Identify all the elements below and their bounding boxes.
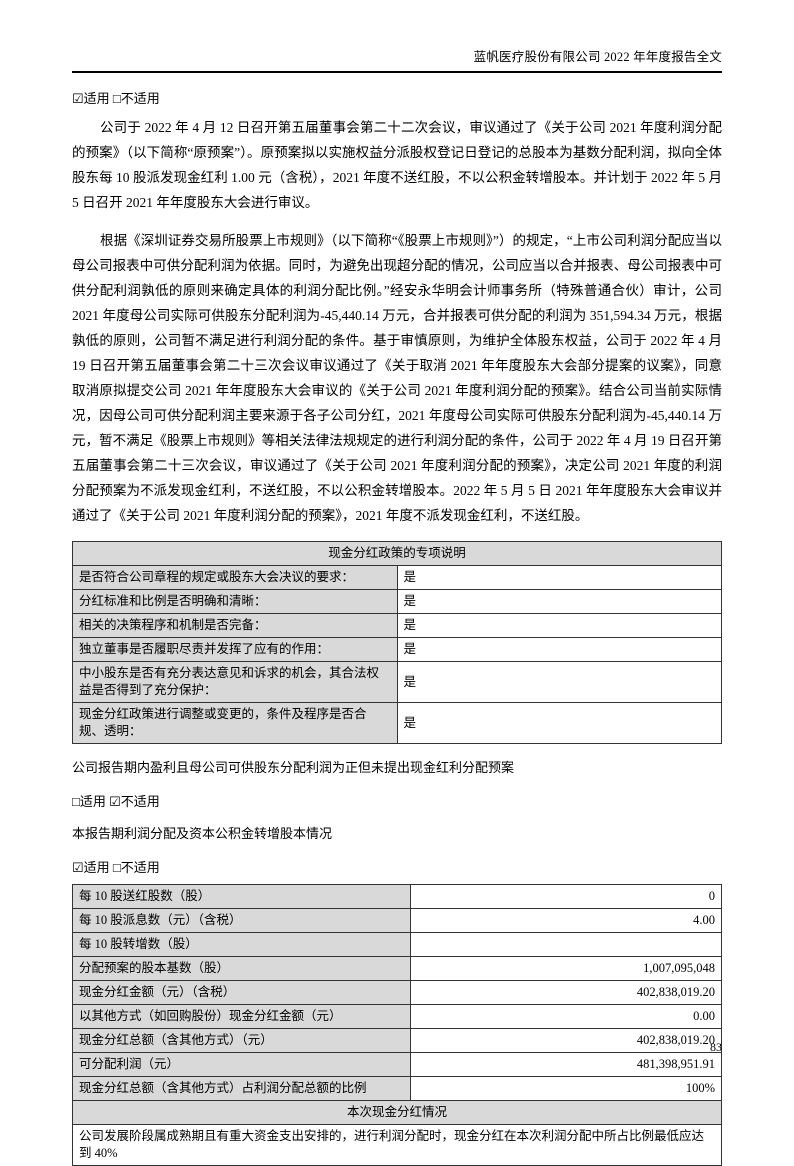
dist-row-value: 402,838,019.20 xyxy=(409,1028,722,1053)
applicability-line-1: ☑适用 □不适用 xyxy=(72,91,160,106)
paragraph-original-plan: 公司于 2022 年 4 月 12 日召开第五届董事会第二十二次会议，审议通过了… xyxy=(72,120,722,210)
applicability-line-3: ☑适用 □不适用 xyxy=(72,860,160,875)
table-row: 每 10 股转增数（股） xyxy=(72,932,722,957)
dist-row-value xyxy=(409,932,722,957)
policy-row-label: 分红标准和比例是否明确和清晰： xyxy=(72,589,398,614)
table-row: 现金分红总额（含其他方式）占利润分配总额的比例 100% xyxy=(72,1076,722,1101)
dist-row-label: 以其他方式（如回购股份）现金分红金额（元） xyxy=(72,1004,411,1029)
policy-row-value: 是 xyxy=(396,661,722,703)
table-row: 可分配利润（元） 481,398,951.91 xyxy=(72,1052,722,1077)
table-row: 分红标准和比例是否明确和清晰： 是 xyxy=(72,589,722,614)
dist-row-label: 现金分红总额（含其他方式）（元） xyxy=(72,1028,411,1053)
table-row: 每 10 股派息数（元）（含税） 4.00 xyxy=(72,908,722,933)
dist-section-note: 公司发展阶段属成熟期且有重大资金支出安排的，进行利润分配时，现金分红在本次利润分… xyxy=(72,1124,722,1166)
applicability-line-2: □适用 ☑不适用 xyxy=(72,794,160,809)
dist-row-value: 100% xyxy=(409,1076,722,1101)
dist-row-value: 481,398,951.91 xyxy=(409,1052,722,1077)
policy-row-label: 是否符合公司章程的规定或股东大会决议的要求： xyxy=(72,565,398,590)
dist-row-label: 现金分红总额（含其他方式）占利润分配总额的比例 xyxy=(72,1076,411,1101)
policy-row-value: 是 xyxy=(396,565,722,590)
table-row: 分配预案的股本基数（股） 1,007,095,048 xyxy=(72,956,722,981)
table-row: 现金分红总额（含其他方式）（元） 402,838,019.20 xyxy=(72,1028,722,1053)
dist-row-value: 1,007,095,048 xyxy=(409,956,722,981)
cash-dividend-policy-table: 现金分红政策的专项说明 是否符合公司章程的规定或股东大会决议的要求： 是 分红标… xyxy=(72,541,722,744)
dist-row-label: 每 10 股转增数（股） xyxy=(72,932,411,957)
paragraph-listing-rules: 根据《深圳证券交易所股票上市规则》（以下简称“《股票上市规则》”）的规定，“上市… xyxy=(72,233,722,523)
policy-row-label: 中小股东是否有充分表达意见和诉求的机会，其合法权益是否得到了充分保护： xyxy=(72,661,398,703)
dist-row-label: 可分配利润（元） xyxy=(72,1052,411,1077)
dist-row-value: 0.00 xyxy=(409,1004,722,1029)
table-row: 现金分红政策进行调整或变更的，条件及程序是否合规、透明： 是 xyxy=(72,702,722,744)
table-row: 现金分红金额（元）（含税） 402,838,019.20 xyxy=(72,980,722,1005)
dist-row-label: 每 10 股送红股数（股） xyxy=(72,884,411,909)
dist-section-title: 本次现金分红情况 xyxy=(72,1100,722,1125)
policy-row-label: 相关的决策程序和机制是否完备： xyxy=(72,613,398,638)
table-row: 公司发展阶段属成熟期且有重大资金支出安排的，进行利润分配时，现金分红在本次利润分… xyxy=(72,1124,722,1166)
policy-row-value: 是 xyxy=(396,613,722,638)
profit-distribution-table: 每 10 股送红股数（股） 0 每 10 股派息数（元）（含税） 4.00 每 … xyxy=(72,884,722,1166)
report-header-title: 蓝帆医疗股份有限公司 2022 年年度报告全文 xyxy=(72,0,722,73)
page-content: 蓝帆医疗股份有限公司 2022 年年度报告全文 ☑适用 □不适用 公司于 202… xyxy=(72,0,722,1166)
policy-row-value: 是 xyxy=(396,637,722,662)
policy-row-value: 是 xyxy=(396,702,722,744)
table-row: 本次现金分红情况 xyxy=(72,1100,722,1125)
dist-row-value: 4.00 xyxy=(409,908,722,933)
dist-row-label: 每 10 股派息数（元）（含税） xyxy=(72,908,411,933)
policy-table-title: 现金分红政策的专项说明 xyxy=(72,541,722,566)
dist-row-label: 现金分红金额（元）（含税） xyxy=(72,980,411,1005)
table-row: 以其他方式（如回购股份）现金分红金额（元） 0.00 xyxy=(72,1004,722,1029)
table-row: 是否符合公司章程的规定或股东大会决议的要求： 是 xyxy=(72,565,722,590)
policy-row-label: 现金分红政策进行调整或变更的，条件及程序是否合规、透明： xyxy=(72,702,398,744)
note-current-period-distribution: 本报告期利润分配及资本公积金转增股本情况 xyxy=(72,826,333,841)
dist-row-value: 402,838,019.20 xyxy=(409,980,722,1005)
dist-row-value: 0 xyxy=(409,884,722,909)
policy-row-label: 独立董事是否履职尽责并发挥了应有的作用： xyxy=(72,637,398,662)
table-row: 独立董事是否履职尽责并发挥了应有的作用： 是 xyxy=(72,637,722,662)
table-row: 现金分红政策的专项说明 xyxy=(72,541,722,566)
table-row: 中小股东是否有充分表达意见和诉求的机会，其合法权益是否得到了充分保护： 是 xyxy=(72,661,722,703)
table-row: 相关的决策程序和机制是否完备： 是 xyxy=(72,613,722,638)
dist-row-label: 分配预案的股本基数（股） xyxy=(72,956,411,981)
note-profit-no-dividend: 公司报告期内盈利且母公司可供股东分配利润为正但未提出现金红利分配预案 xyxy=(72,760,515,775)
policy-row-value: 是 xyxy=(396,589,722,614)
table-row: 每 10 股送红股数（股） 0 xyxy=(72,884,722,909)
page-number: 83 xyxy=(710,1040,722,1054)
